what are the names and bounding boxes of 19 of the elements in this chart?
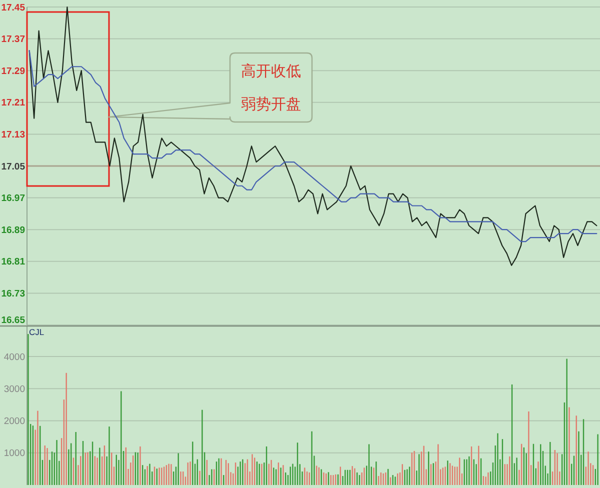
y-tick-label: 17.21 [1,98,26,109]
y-tick-label: 16.73 [1,288,25,300]
line-series [28,50,598,242]
y-tick-label: 17.13 [1,130,25,140]
annotation: 高开收低弱势开盘 [241,63,301,113]
y-tick-label: 16.89 [1,224,25,236]
y-tick-label: 16.97 [1,193,25,204]
y-tick-label: 16.65 [1,315,26,326]
y-tick-label: 3000 [4,384,25,395]
y-tick-label: 1000 [4,448,25,460]
line-series [28,6,598,266]
y-tick-label: 17.45 [1,2,26,14]
y-tick-label: 17.37 [1,34,25,46]
y-tick-label: 4000 [4,352,25,363]
chart-title: CJL [29,327,44,337]
y-tick-label: 2000 [4,416,25,428]
y-tick-label: 17.05 [1,161,26,172]
y-tick-label: 17.29 [1,66,25,77]
y-tick-label: 16.81 [1,256,26,268]
